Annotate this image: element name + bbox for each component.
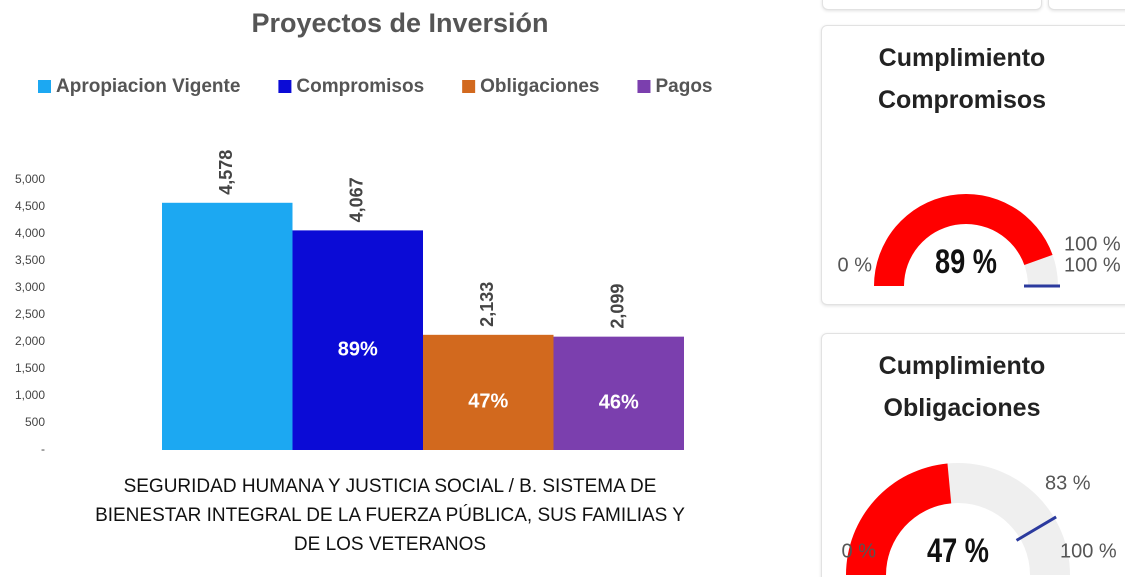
share-label: 89% [338, 338, 378, 360]
legend-swatch [278, 80, 292, 93]
y-tick-label: 1,000 [15, 388, 45, 402]
y-tick-label: 2,000 [15, 334, 45, 348]
y-tick-label: 5,000 [15, 172, 45, 186]
y-tick-label: 4,500 [15, 199, 45, 213]
chart-title: Proyectos de Inversión [251, 8, 549, 38]
y-tick-label: 3,500 [15, 253, 45, 267]
y-tick-label: 4,000 [15, 226, 45, 240]
share-label: 46% [599, 392, 639, 414]
value-label: 2,133 [477, 282, 497, 327]
gauge-target-label: 100 % [1064, 254, 1121, 276]
value-label: 2,099 [608, 284, 628, 329]
bar [162, 202, 293, 450]
gauge-tick-label: 100 % [1064, 233, 1121, 255]
y-tick-label: - [41, 442, 45, 456]
gauge-tick-label: 0 % [838, 254, 873, 276]
gauge-tick-label: 0 % [842, 540, 877, 562]
gauge-title: Cumplimiento Compromisos [877, 44, 1047, 114]
gauge-value-label: 47 % [927, 531, 989, 570]
bar [292, 230, 423, 450]
bar [553, 336, 684, 450]
gauge-value-label: 89 % [935, 242, 997, 281]
card [821, 25, 1125, 305]
legend-label: Compromisos [296, 76, 424, 97]
card [1048, 0, 1125, 10]
y-tick-label: 1,500 [15, 361, 45, 375]
y-tick-label: 3,000 [15, 280, 45, 294]
share-label: 47% [468, 391, 508, 413]
category-label: SEGURIDAD HUMANA Y JUSTICIA SOCIAL / B. … [95, 476, 685, 555]
legend-swatch [637, 80, 651, 93]
y-tick-label: 500 [25, 415, 45, 429]
value-label: 4,578 [216, 150, 236, 195]
card [822, 0, 1042, 10]
bar [423, 334, 554, 450]
legend-label: Apropiacion Vigente [56, 76, 240, 97]
gauge-value [846, 463, 952, 575]
gauge-target [1015, 515, 1057, 542]
gauge-target-label: 83 % [1045, 472, 1091, 494]
legend-label: Pagos [655, 76, 712, 97]
gauge-title: Cumplimiento Obligaciones [878, 352, 1046, 422]
value-label: 4,067 [347, 177, 367, 222]
legend-label: Obligaciones [480, 76, 599, 97]
legend-swatch [462, 80, 476, 93]
gauge-value [874, 194, 1053, 286]
y-tick-label: 2,500 [15, 307, 45, 321]
legend-swatch [38, 80, 51, 93]
gauge-tick-label: 100 % [1060, 540, 1117, 562]
